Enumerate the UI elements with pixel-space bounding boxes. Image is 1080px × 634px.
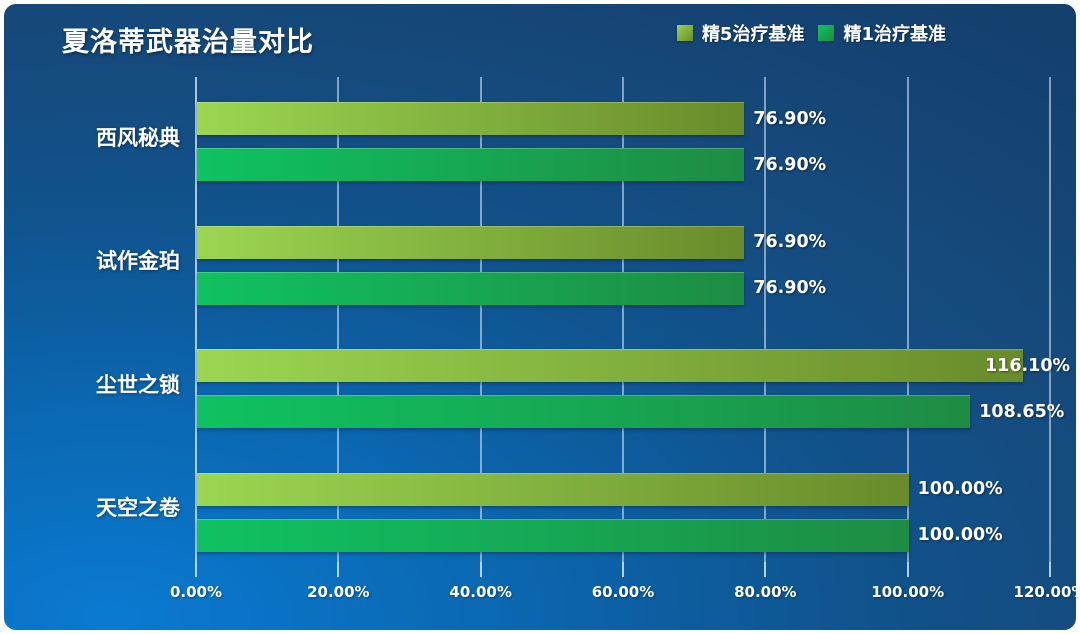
gridline <box>1049 77 1051 562</box>
legend-swatch-icon <box>676 25 693 41</box>
bar-series1-cat2 <box>197 225 745 259</box>
gridline <box>906 77 909 562</box>
gridline <box>622 77 624 562</box>
gridline <box>337 77 340 562</box>
axis-tick <box>764 562 767 577</box>
axis-tick <box>195 562 197 577</box>
legend-label: 精1治疗基准 <box>843 24 946 45</box>
x-axis-tick-label: 20.00% <box>307 583 370 601</box>
data-label: 76.90% <box>753 232 827 252</box>
gridline <box>195 77 197 562</box>
legend: 精5治疗基准 精1治疗基准 <box>676 20 946 46</box>
data-label: 100.00% <box>917 525 1003 545</box>
legend-label: 精5治疗基准 <box>701 24 805 45</box>
bar-series2-cat4 <box>197 518 909 552</box>
axis-tick <box>479 562 482 577</box>
bar-series2-cat2 <box>197 271 745 305</box>
axis-tick <box>337 562 340 577</box>
data-label: 116.10% <box>985 355 1071 376</box>
bar-series1-cat3 <box>197 349 1024 382</box>
bar-series1-cat4 <box>197 472 909 506</box>
x-axis-tick-label: 40.00% <box>449 583 512 601</box>
x-axis-tick-label: 100.00% <box>871 583 945 601</box>
category-label: 西风秘典 <box>96 125 180 150</box>
legend-item-series2: 精1治疗基准 <box>818 20 946 46</box>
legend-item-series1: 精5治疗基准 <box>676 20 805 46</box>
category-label: 尘世之锁 <box>96 372 180 397</box>
x-axis-tick-label: 60.00% <box>591 583 655 601</box>
x-axis-tick-label: 0.00% <box>169 583 223 601</box>
data-label: 76.90% <box>753 278 827 298</box>
axis-tick <box>1049 562 1051 577</box>
data-label: 76.90% <box>753 154 827 175</box>
bar-series2-cat3 <box>197 395 971 428</box>
axis-tick <box>622 562 624 577</box>
category-label: 天空之卷 <box>96 496 180 520</box>
chart-canvas: 夏洛蒂武器治量对比 精5治疗基准 精1治疗基准 0.00% 20.00% 40.00%… <box>4 4 1076 630</box>
data-label: 76.90% <box>753 108 827 129</box>
data-label: 108.65% <box>979 401 1065 422</box>
x-axis-tick-label: 80.00% <box>734 583 797 601</box>
axis-tick <box>906 562 909 577</box>
category-label: 试作金珀 <box>96 249 180 273</box>
chart-title: 夏洛蒂武器治量对比 <box>62 27 314 58</box>
gridline <box>479 77 482 562</box>
data-label: 100.00% <box>917 479 1003 499</box>
bar-series2-cat1 <box>197 148 745 181</box>
legend-swatch-icon <box>818 25 835 41</box>
gridline <box>764 77 767 562</box>
x-axis-tick-label: 120.00% <box>1013 583 1076 601</box>
bar-series1-cat1 <box>197 102 745 135</box>
plot-area: 0.00% 20.00% 40.00% 60.00% 80.00% 100.00% 120.… <box>170 77 1076 601</box>
